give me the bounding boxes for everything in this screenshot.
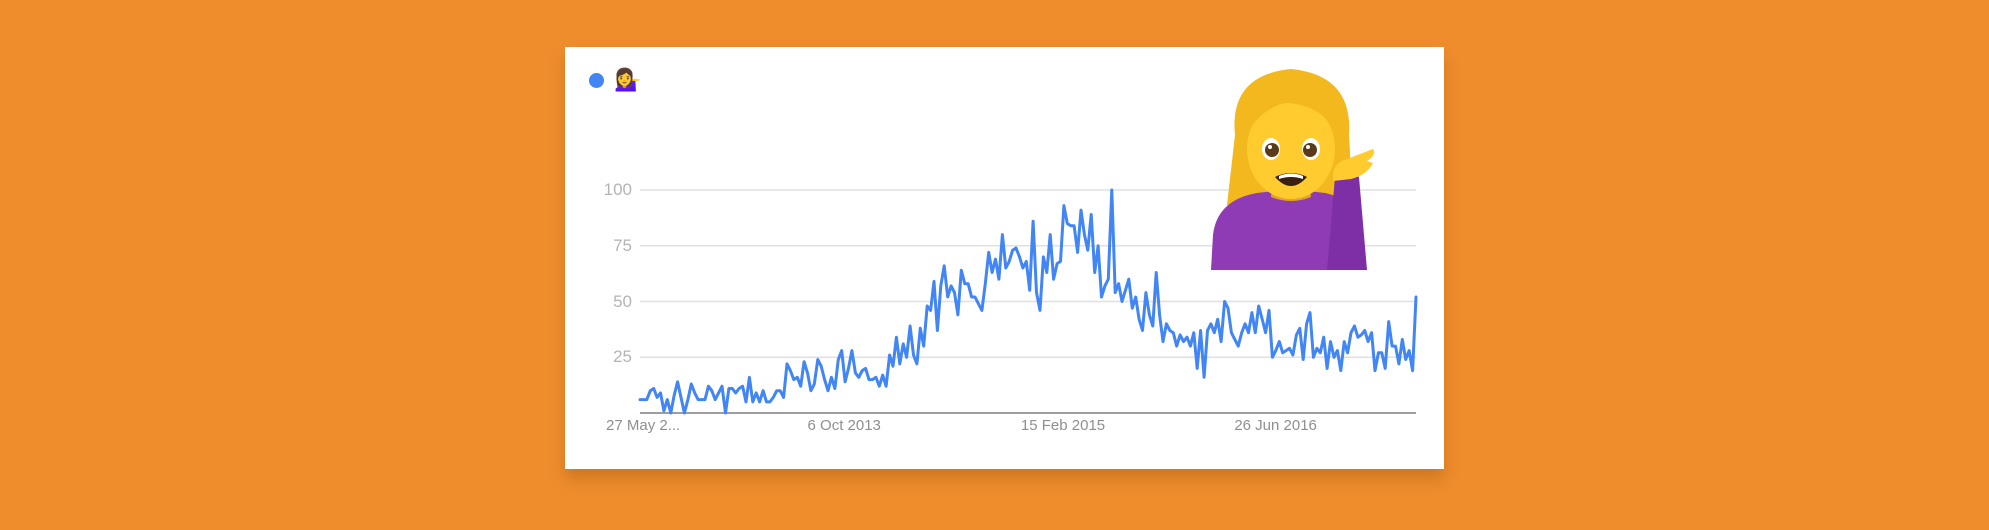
y-tick-label: 50 [613, 291, 632, 311]
x-tick-label: 15 Feb 2015 [1020, 417, 1106, 434]
chart-legend: 💁‍♀️ [589, 69, 641, 91]
woman-tipping-hand-icon [1207, 65, 1375, 270]
y-tick-label: 25 [613, 347, 632, 367]
x-tick-label: 6 Oct 2013 [807, 417, 881, 434]
chart-card: 💁‍♀️ 25 50 75 100 27 May 2... 6 Oct 2013 15 F… [565, 47, 1444, 469]
legend-marker-icon [589, 72, 604, 88]
x-tick-label: 27 May 2... [606, 417, 681, 434]
series-line[interactable] [638, 188, 1418, 415]
y-tick-label: 100 [603, 180, 632, 199]
x-tick-label: 26 Jun 2016 [1234, 417, 1317, 434]
y-tick-label: 75 [613, 235, 632, 255]
legend-label: 💁‍♀️ [614, 67, 642, 92]
